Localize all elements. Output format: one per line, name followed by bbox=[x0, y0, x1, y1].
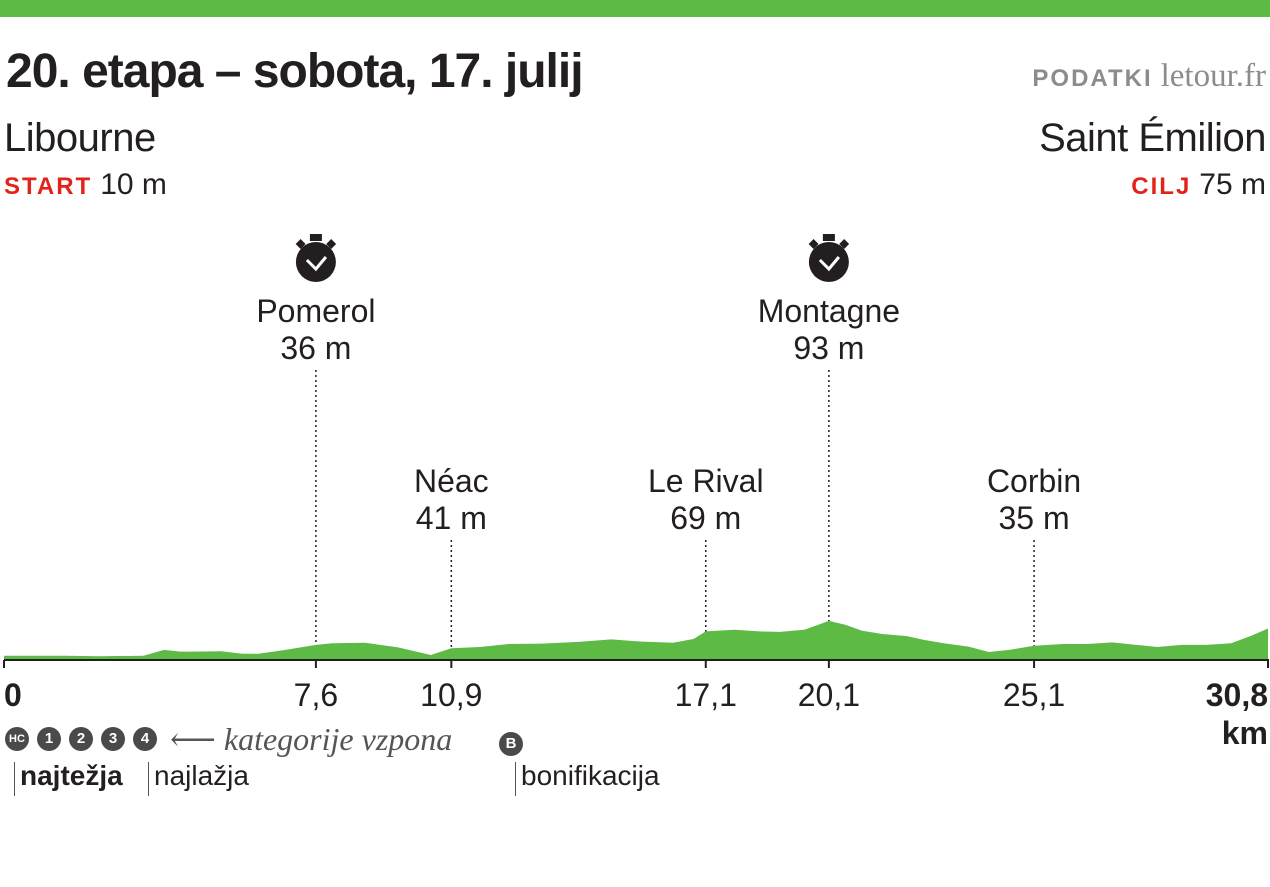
page-title: 20. etapa – sobota, 17. julij bbox=[6, 45, 584, 98]
waypoint-elevation: 35 m bbox=[999, 500, 1070, 536]
top-accent-bar bbox=[0, 0, 1270, 17]
data-source: PODATKI letour.fr bbox=[1032, 58, 1266, 95]
source-label: PODATKI bbox=[1032, 65, 1153, 92]
finish-city: Saint Émilion bbox=[1039, 116, 1266, 160]
category-badge-1: 1 bbox=[37, 727, 61, 751]
waypoint-elevation: 36 m bbox=[280, 330, 351, 366]
stopwatch-hand bbox=[818, 256, 841, 272]
stopwatch-crown bbox=[309, 234, 322, 241]
hardest-label: najtežja bbox=[14, 760, 123, 796]
start-elevation-row: START 10 m bbox=[4, 168, 167, 202]
waypoint-elevation: 69 m bbox=[670, 500, 741, 536]
bonus-badge: B bbox=[499, 732, 523, 756]
finish-label: CILJ bbox=[1131, 173, 1192, 200]
category-badge-2: 2 bbox=[69, 727, 93, 751]
category-badge-hc: HC bbox=[5, 727, 29, 751]
x-tick-label: 20,1 bbox=[798, 677, 860, 713]
finish-elevation-row: CILJ 75 m bbox=[1131, 168, 1266, 202]
x-tick-label: 10,9 bbox=[420, 677, 482, 713]
waypoint-name: Néac bbox=[414, 463, 489, 499]
waypoint-name: Le Rival bbox=[648, 463, 764, 499]
waypoint-elevation: 93 m bbox=[793, 330, 864, 366]
waypoint-elevation: 41 m bbox=[416, 500, 487, 536]
waypoint-name: Montagne bbox=[758, 293, 900, 329]
stopwatch-icon bbox=[808, 242, 849, 282]
stopwatch-button-right bbox=[326, 239, 337, 249]
legend: HC 1 2 3 4 ⟵ kategorije vzpona B najtežj… bbox=[0, 720, 700, 810]
x-tick-label: 30,8 bbox=[1206, 677, 1268, 713]
category-badge-4: 4 bbox=[133, 727, 157, 751]
start-elevation: 10 m bbox=[100, 168, 167, 201]
x-tick-label: 7,6 bbox=[294, 677, 338, 713]
stopwatch-icon bbox=[295, 242, 336, 282]
x-axis-unit-label: km bbox=[1222, 715, 1268, 751]
waypoint-name: Pomerol bbox=[256, 293, 375, 329]
profile-area bbox=[4, 620, 1268, 660]
x-tick-label: 25,1 bbox=[1003, 677, 1065, 713]
bonus-label: bonifikacija bbox=[515, 760, 660, 796]
source-site: letour.fr bbox=[1160, 58, 1266, 94]
categories-caption: ⟵ kategorije vzpona bbox=[170, 720, 452, 758]
x-tick-label: 17,1 bbox=[675, 677, 737, 713]
stopwatch-hand bbox=[305, 256, 328, 272]
x-tick-label: 0 bbox=[4, 677, 22, 713]
start-city: Libourne bbox=[4, 116, 156, 160]
left-arrow-icon: ⟵ bbox=[170, 721, 216, 757]
category-badge-3: 3 bbox=[101, 727, 125, 751]
stopwatch-crown bbox=[822, 234, 835, 241]
finish-elevation: 75 m bbox=[1199, 168, 1266, 201]
categories-label: kategorije vzpona bbox=[223, 721, 453, 757]
stopwatch-button-left bbox=[295, 239, 306, 249]
easiest-label: najlažja bbox=[148, 760, 249, 796]
waypoint-name: Corbin bbox=[987, 463, 1081, 499]
start-label: START bbox=[4, 173, 93, 200]
